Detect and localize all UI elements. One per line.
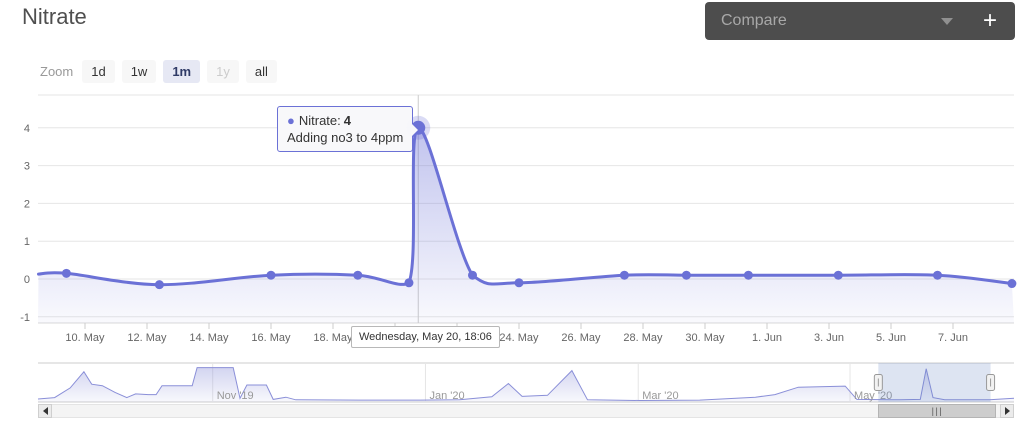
tooltip-note: Adding no3 to 4ppm <box>287 130 404 145</box>
compare-label: Compare <box>721 12 787 29</box>
series-color-dot-icon: ● <box>287 113 295 128</box>
navigator-line <box>37 367 1015 402</box>
navigator-selected-range[interactable] <box>878 363 991 402</box>
data-point-marker[interactable] <box>154 280 164 290</box>
data-point-marker[interactable] <box>353 270 363 280</box>
scrollbar-left-button[interactable] <box>38 404 52 418</box>
scrollbar-right-button[interactable] <box>1000 404 1014 418</box>
navigator-axis-label: Mar '20 <box>642 390 678 402</box>
data-point-marker[interactable] <box>743 270 753 280</box>
series-tooltip: ● Nitrate: 4 Adding no3 to 4ppm <box>277 106 421 152</box>
range-button-all[interactable]: all <box>245 60 277 83</box>
data-point-marker[interactable] <box>1007 279 1017 289</box>
data-point-marker[interactable] <box>933 270 942 280</box>
data-point-marker[interactable] <box>468 270 477 280</box>
left-arrow-icon <box>42 407 48 415</box>
zoom-label: Zoom <box>40 64 74 79</box>
scrollbar-thumb[interactable]: ||| <box>878 404 997 418</box>
data-point-marker[interactable] <box>833 270 843 280</box>
chart-title: Nitrate <box>22 4 87 29</box>
x-axis-label: 5. Jun <box>876 332 906 344</box>
y-axis-label: 1 <box>24 236 30 248</box>
data-point-marker[interactable] <box>266 270 276 280</box>
add-series-button[interactable]: + <box>982 7 997 34</box>
right-arrow-icon <box>1004 407 1010 415</box>
range-button-1w[interactable]: 1w <box>121 60 157 83</box>
x-axis-label: 14. May <box>189 332 229 344</box>
thumb-grip-icon: ||| <box>931 406 944 416</box>
x-axis-label: 30. May <box>685 332 725 344</box>
x-axis-label: 18. May <box>313 332 353 344</box>
tooltip-series-label: Nitrate: <box>298 113 341 128</box>
tooltip-line1: ● Nitrate: 4 <box>287 112 403 129</box>
chevron-down-icon[interactable] <box>940 17 953 25</box>
navigator-area-fill <box>38 367 1014 402</box>
tooltip-value: 4 <box>343 113 351 128</box>
data-point-marker[interactable] <box>61 268 71 278</box>
navigator-axis-label: Jan '20 <box>429 390 464 402</box>
x-axis-label: 10. May <box>65 332 105 344</box>
data-point-marker[interactable] <box>619 270 629 280</box>
nitrate-line <box>37 126 1014 287</box>
range-selector: Zoom 1d 1w 1m 1y all <box>40 60 277 83</box>
x-axis-label: 1. Jun <box>752 332 782 344</box>
y-axis-label: 4 <box>24 123 30 135</box>
y-axis-label: 2 <box>24 198 30 210</box>
navigator-axis-label: May '20 <box>854 390 892 402</box>
x-axis-label: 16. May <box>251 332 291 344</box>
data-point-marker[interactable] <box>681 270 691 280</box>
range-button-1y[interactable]: 1y <box>207 60 239 83</box>
crosshair-date-label: Wednesday, May 20, 18:06 <box>351 326 500 348</box>
x-axis-label: 26. May <box>561 332 601 344</box>
nitrate-area-fill <box>38 127 1014 323</box>
scrollbar-track[interactable] <box>38 404 1014 418</box>
y-axis-label: -1 <box>20 312 30 324</box>
x-axis-label: 7. Jun <box>938 332 968 344</box>
range-button-1m[interactable]: 1m <box>163 60 201 83</box>
x-axis-label: 3. Jun <box>814 332 844 344</box>
navigator-axis-label: Nov '19 <box>217 390 254 402</box>
y-axis-label: 3 <box>24 161 30 173</box>
x-axis-label: 12. May <box>127 332 167 344</box>
compare-dropdown[interactable]: Compare + <box>705 2 1015 40</box>
x-axis-label: 28. May <box>623 332 663 344</box>
x-axis-label: 24. May <box>499 332 539 344</box>
range-button-1d[interactable]: 1d <box>82 60 115 83</box>
data-point-marker[interactable] <box>404 278 414 288</box>
y-axis-label: 0 <box>24 274 30 286</box>
data-point-marker[interactable] <box>514 278 524 288</box>
